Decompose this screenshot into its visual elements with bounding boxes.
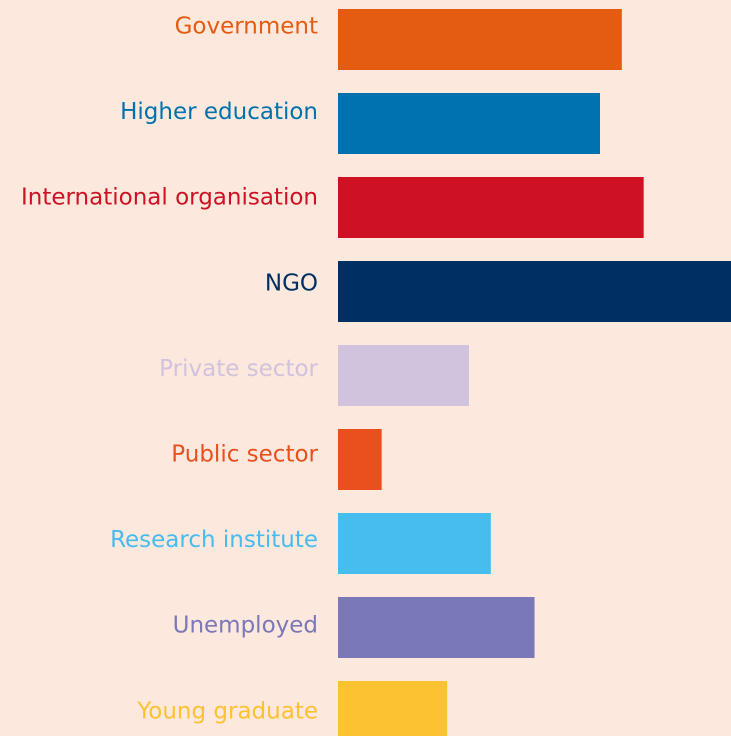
bar <box>338 261 731 322</box>
bar <box>338 345 469 406</box>
bar <box>338 93 600 154</box>
category-label: International organisation <box>21 185 318 211</box>
bar <box>338 681 448 736</box>
bar <box>338 513 491 574</box>
category-label: Unemployed <box>173 613 318 639</box>
bar <box>338 597 535 658</box>
category-label: Research institute <box>110 527 318 553</box>
bar <box>338 177 644 238</box>
bar <box>338 9 622 70</box>
category-label: NGO <box>265 270 318 296</box>
category-label: Young graduate <box>136 698 318 724</box>
category-label: Public sector <box>171 442 318 468</box>
category-label: Higher education <box>120 99 318 125</box>
category-label: Private sector <box>159 356 318 382</box>
category-label: Government <box>175 14 318 40</box>
bar <box>338 429 382 490</box>
